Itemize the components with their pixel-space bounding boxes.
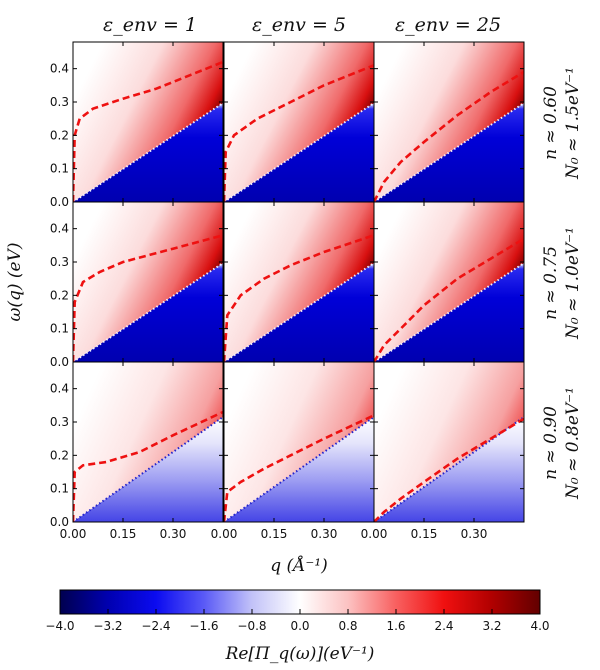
colorbar-tick-label: 3.2	[482, 619, 501, 633]
panel-plot-area	[224, 202, 374, 362]
colorbar: −4.0 −3.2 −2.4 −1.6 −0.8 0.0 0.8 1.6 2.4 3.2 4.0 R…	[45, 589, 550, 664]
colorbar-tick-label: 0.0	[290, 619, 309, 633]
row-labels: n ≈ 0.60 N₀ ≈ 1.5eV⁻¹ n ≈ 0.75 N₀ ≈ 1.0e…	[541, 67, 583, 500]
row-label-2-density: n ≈ 0.75	[541, 246, 561, 320]
panel-r2-c3	[373, 201, 525, 363]
row-label-3-dos: N₀ ≈ 0.8eV⁻¹	[563, 387, 583, 500]
y-tick-label: 0.1	[50, 162, 69, 176]
column-title-2: ε_env = 5	[252, 14, 346, 36]
row-label-1-density: n ≈ 0.60	[541, 86, 561, 160]
x-axis-label: q (Å⁻¹)	[270, 555, 328, 576]
y-tick-label: 0.0	[50, 195, 69, 209]
plasmon-dispersion	[73, 60, 223, 202]
continuum-boundary	[224, 416, 374, 522]
colorbar-tick-label: 1.6	[386, 619, 405, 633]
colorbar-tick-label: −4.0	[45, 619, 74, 633]
continuum-boundary	[73, 416, 223, 522]
plasmon-dispersion	[374, 417, 524, 522]
column-title-3: ε_env = 25	[395, 14, 501, 36]
colorbar-label: Re[Π_q(ω)](eV⁻¹)	[225, 644, 375, 664]
x-tick-label: 0.00	[361, 527, 388, 541]
x-tick-label: 0.30	[461, 527, 488, 541]
panel-frame	[373, 361, 525, 523]
panel-plot-area	[224, 362, 374, 522]
panel-r2-c1: 0.0 0.1 0.2 0.3 0.4	[50, 201, 224, 369]
continuum-boundary	[374, 416, 524, 522]
y-tick-label: 0.3	[50, 95, 69, 109]
panel-r1-c3	[373, 41, 525, 203]
x-tick-label: 0.15	[411, 527, 438, 541]
row-label-3: n ≈ 0.90 N₀ ≈ 0.8eV⁻¹	[541, 387, 583, 500]
y-tick-label: 0.0	[50, 355, 69, 369]
panel-r1-c2	[223, 41, 375, 203]
plasmon-dispersion	[73, 234, 223, 362]
panel-plot-area	[374, 362, 524, 522]
y-tick-label: 0.1	[50, 482, 69, 496]
y-axis-label: ω(q) (eV)	[5, 242, 25, 321]
row-label-3-density: n ≈ 0.90	[541, 406, 561, 480]
colorbar-tick-label: −3.2	[93, 619, 122, 633]
y-tick-label: 0.4	[50, 62, 69, 76]
y-tick-label: 0.2	[50, 448, 69, 462]
plasmon-dispersion	[224, 64, 374, 202]
panel-r2-c2	[223, 201, 375, 363]
plasmon-dispersion	[224, 234, 374, 362]
column-titles: ε_env = 1 ε_env = 5 ε_env = 25	[103, 14, 501, 36]
colorbar-tick-label: 4.0	[530, 619, 549, 633]
y-tick-label: 0.2	[50, 288, 69, 302]
x-tick-label: 0.15	[110, 527, 137, 541]
colorbar-tick-label: −2.4	[141, 619, 170, 633]
plasmon-dispersion	[374, 237, 524, 362]
y-tick-label: 0.2	[50, 128, 69, 142]
colorbar-tick-label: 2.4	[434, 619, 453, 633]
panel-frame	[72, 361, 224, 523]
y-tick-label: 0.4	[50, 382, 69, 396]
colorbar-tick-label: 0.8	[338, 619, 357, 633]
panel-plot-area	[374, 202, 524, 362]
x-tick-label: 0.00	[211, 527, 238, 541]
row-label-1-dos: N₀ ≈ 1.5eV⁻¹	[563, 67, 583, 180]
colorbar-tick-label: −1.6	[189, 619, 218, 633]
plasmon-dispersion	[374, 70, 524, 202]
y-tick-label: 0.3	[50, 255, 69, 269]
y-tick-label: 0.1	[50, 322, 69, 336]
y-tick-label: 0.3	[50, 415, 69, 429]
panel-plot-area	[73, 202, 223, 362]
column-title-1: ε_env = 1	[103, 14, 197, 36]
x-tick-label: 0.00	[60, 527, 87, 541]
row-label-2: n ≈ 0.75 N₀ ≈ 1.0eV⁻¹	[541, 227, 583, 340]
panel-r3-c3: 0.00 0.15 0.30	[361, 361, 525, 541]
panel-plot-area	[73, 362, 223, 522]
row-label-1: n ≈ 0.60 N₀ ≈ 1.5eV⁻¹	[541, 67, 583, 180]
panel-plot-area	[73, 42, 223, 202]
colorbar-tick-label: −0.8	[237, 619, 266, 633]
panel-plot-area	[224, 42, 374, 202]
y-tick-label: 0.4	[50, 222, 69, 236]
panel-r3-c2: 0.00 0.15 0.30	[211, 361, 375, 541]
panel-plot-area	[374, 42, 524, 202]
panel-r3-c1: 0.0 0.1 0.2 0.3 0.4 0.00 0.15 0.30	[50, 361, 224, 541]
y-tick-label: 0.0	[50, 515, 69, 529]
plasmon-dispersion	[73, 410, 223, 522]
panel-r1-c1: 0.0 0.1 0.2 0.3 0.4	[50, 41, 224, 209]
row-label-2-dos: N₀ ≈ 1.0eV⁻¹	[563, 227, 583, 340]
colorbar-ticks: −4.0 −3.2 −2.4 −1.6 −0.8 0.0 0.8 1.6 2.4 3.2 4.0	[45, 609, 550, 633]
x-tick-label: 0.30	[311, 527, 338, 541]
panel-grid: 0.00.10.20.30.40.00.10.20.30.40.00.10.20…	[50, 41, 525, 541]
x-tick-label: 0.30	[160, 527, 187, 541]
x-tick-label: 0.15	[261, 527, 288, 541]
